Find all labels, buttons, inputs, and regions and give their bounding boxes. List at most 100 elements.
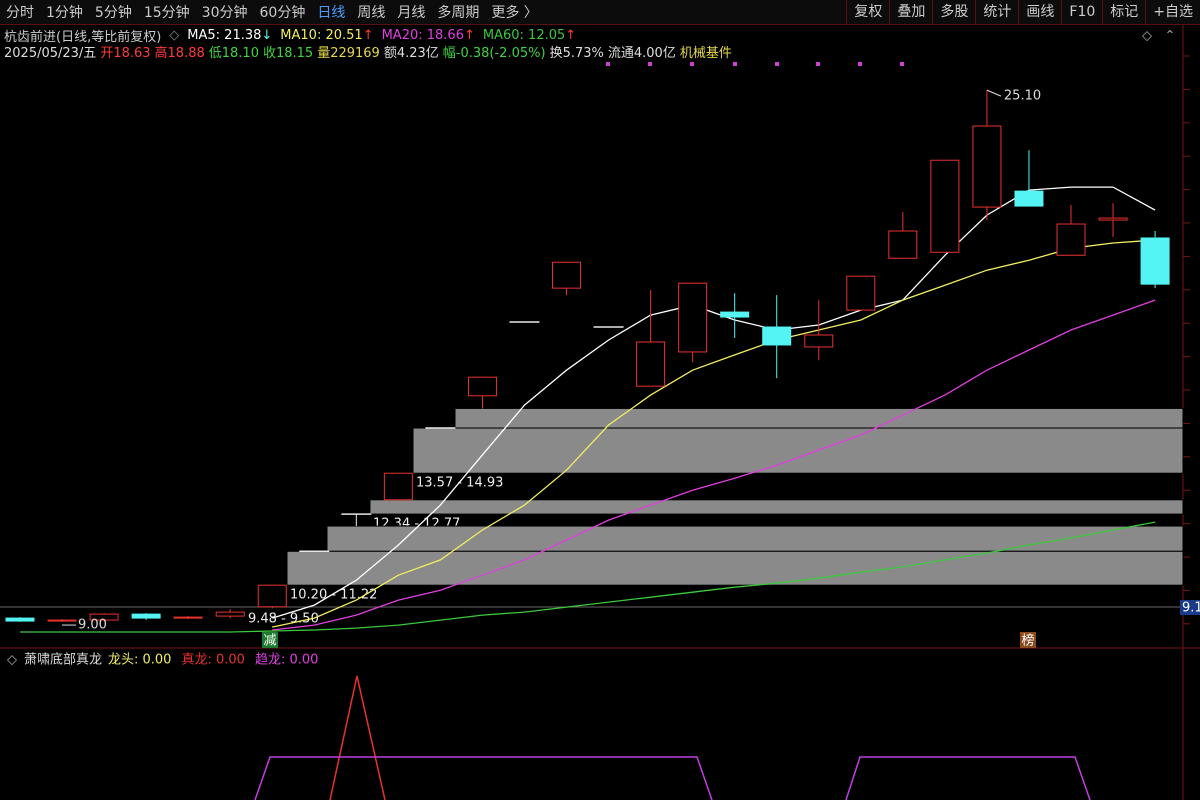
quote-field: 流通4.00亿 xyxy=(607,46,676,61)
indicator-icon: ◇ xyxy=(7,653,17,668)
candle-body xyxy=(131,613,161,619)
ma-legend: MA60: 12.05↑ xyxy=(483,28,576,43)
candle-body xyxy=(678,282,708,353)
ma-arrow: ↑ xyxy=(463,28,475,43)
quote-field: 幅-0.38(-2.05%) xyxy=(442,46,546,61)
tool-button[interactable]: 标记 xyxy=(1102,0,1145,24)
ma-arrow: ↓ xyxy=(261,28,273,43)
candle-body xyxy=(720,311,750,318)
candle-body xyxy=(467,376,497,397)
tool-button[interactable]: +自选 xyxy=(1145,0,1200,24)
tool-button[interactable]: 画线 xyxy=(1018,0,1061,24)
indicator-value: 真龙: 0.00 xyxy=(181,653,244,668)
candle-body xyxy=(762,326,792,346)
indicator-line xyxy=(254,756,713,800)
tool-button[interactable]: 统计 xyxy=(975,0,1018,24)
event-dot xyxy=(816,62,820,66)
candle-body xyxy=(89,613,119,621)
candle-body xyxy=(846,275,876,311)
gap-zone xyxy=(286,550,1184,586)
candle-body xyxy=(636,341,666,387)
period-tab[interactable]: 分时 xyxy=(6,5,34,21)
icon[interactable]: ⌃ xyxy=(1165,29,1176,44)
ma-legend: MA10: 20.51↑ xyxy=(280,28,373,43)
period-tab[interactable]: 5分钟 xyxy=(94,5,132,21)
indicator-value: 龙头: 0.00 xyxy=(108,653,171,668)
gap-zone xyxy=(412,427,1184,474)
ma-line xyxy=(272,186,1156,619)
event-dot xyxy=(900,62,904,66)
badge: 减 xyxy=(263,634,276,649)
quote-field: 收18.15 xyxy=(262,46,314,61)
quote-field: 换5.73% xyxy=(549,46,604,61)
candle-body xyxy=(5,617,35,622)
event-dots xyxy=(606,62,904,66)
event-dot xyxy=(690,62,694,66)
candle-body xyxy=(1098,217,1128,221)
gap-zone xyxy=(326,525,1184,552)
annotation-arrow xyxy=(986,89,1002,97)
event-dot xyxy=(606,62,610,66)
ma-text: MA10: 20.51 xyxy=(280,28,363,43)
indicator-line xyxy=(329,675,386,800)
tool-button[interactable]: 复权 xyxy=(846,0,889,24)
event-dot xyxy=(775,62,779,66)
icon[interactable]: ◇ xyxy=(1142,29,1152,44)
badge-bg xyxy=(1020,632,1036,648)
period-tab[interactable]: 更多 〉 xyxy=(491,5,538,21)
quote-field: 低18.10 xyxy=(208,46,259,61)
period-tab[interactable]: 60分钟 xyxy=(259,5,306,21)
candle-body xyxy=(47,619,77,622)
period-tab[interactable]: 日线 xyxy=(317,5,346,21)
period-tab[interactable]: 15分钟 xyxy=(143,5,190,21)
candle-body xyxy=(972,125,1002,208)
header-row: 杭齿前进(日线,等比前复权) ◇ MA5: 21.38↓ MA10: 20.51↑ MA… xyxy=(4,26,576,45)
candle-body xyxy=(1056,223,1086,256)
sector: 机械基件 xyxy=(679,46,732,61)
ma-arrow: ↑ xyxy=(362,28,374,43)
quote-row: 2025/05/23/五 开18.63 高18.88 低18.10 收18.15 量229… xyxy=(4,42,732,61)
gap-zone xyxy=(454,407,1184,429)
ma-arrow: ↑ xyxy=(565,28,577,43)
ma-legend: MA5: 21.38↓ xyxy=(187,28,272,43)
period-tab[interactable]: 月线 xyxy=(397,5,426,21)
candle-body xyxy=(888,230,918,259)
period-tab[interactable]: 周线 xyxy=(357,5,386,21)
candle-body xyxy=(257,584,287,608)
low-label: 9.00 xyxy=(78,618,107,633)
ma-text: MA60: 12.05 xyxy=(482,28,566,43)
quote-field: 额4.23亿 xyxy=(383,46,439,61)
badge: 榜 xyxy=(1021,633,1034,649)
ma-text: MA5: 21.38 xyxy=(187,28,262,43)
candle-body xyxy=(552,261,582,289)
stock-title: 杭齿前进(日线,等比前复权) xyxy=(4,30,162,45)
candle-body xyxy=(383,472,413,501)
gap-zone xyxy=(244,607,1184,610)
indicator-line xyxy=(845,756,1091,800)
period-tab[interactable]: 多周期 xyxy=(437,5,480,21)
period-tab[interactable]: 1分钟 xyxy=(46,5,83,21)
tool-button[interactable]: 多股 xyxy=(932,0,975,24)
tool-button[interactable]: 叠加 xyxy=(889,0,932,24)
event-dot xyxy=(858,62,862,66)
price-tag: 9.1 xyxy=(1182,601,1200,616)
candle-body xyxy=(930,159,960,253)
axis-ticks xyxy=(1183,55,1190,625)
ma-line xyxy=(272,239,1156,628)
price-tag-bg xyxy=(1180,600,1200,615)
period-tabs: 分时 1分钟 5分钟 15分钟 30分钟 60分钟 日线 周线 月线 多周期 更多 〉 xyxy=(0,0,544,24)
badge-bg xyxy=(262,632,278,648)
quote-field: 高18.88 xyxy=(154,46,205,61)
event-dot xyxy=(648,62,652,66)
period-tab[interactable]: 30分钟 xyxy=(201,5,248,21)
tool-button[interactable]: F10 xyxy=(1061,0,1102,24)
quote-field: 量229169 xyxy=(317,46,380,61)
ma-line xyxy=(20,521,1156,633)
icon: ◇ xyxy=(169,28,180,43)
toolbar: 分时 1分钟 5分钟 15分钟 30分钟 60分钟 日线 周线 月线 多周期 更多 〉 复权 叠加 多股… xyxy=(0,0,1200,25)
gap-label: 10.20 - 11.22 xyxy=(290,588,377,603)
candle-body xyxy=(1140,237,1170,285)
ma-line xyxy=(272,299,1156,631)
